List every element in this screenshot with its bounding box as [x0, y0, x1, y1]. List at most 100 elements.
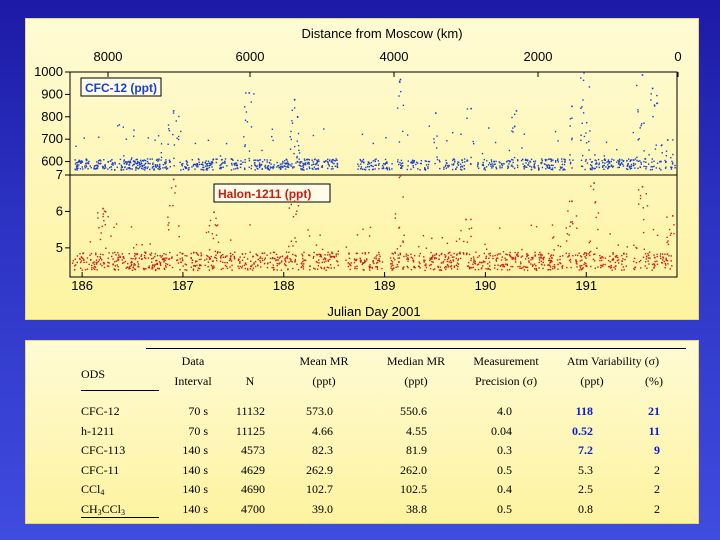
- data-point: [156, 164, 159, 166]
- data-point: [412, 260, 415, 262]
- data-point: [620, 163, 622, 165]
- data-point: [455, 264, 458, 267]
- data-point: [79, 252, 81, 255]
- data-point: [297, 132, 300, 135]
- data-point: [570, 266, 572, 269]
- data-point: [466, 241, 469, 243]
- data-point: [259, 256, 262, 258]
- x-axis-label: Julian Day 2001: [327, 304, 420, 319]
- data-point: [230, 255, 232, 257]
- data-point: [135, 243, 138, 246]
- data-point: [459, 163, 462, 165]
- data-point: [399, 175, 402, 177]
- data-point: [244, 262, 247, 264]
- data-point: [197, 269, 199, 272]
- data-point: [89, 165, 91, 167]
- data-point: [460, 169, 463, 171]
- data-point: [279, 168, 282, 170]
- data-point: [317, 159, 320, 161]
- data-point: [237, 265, 239, 267]
- data-point: [457, 259, 459, 261]
- data-point: [132, 135, 135, 137]
- data-point: [286, 257, 289, 259]
- data-point: [226, 262, 228, 264]
- data-point: [230, 162, 233, 165]
- data-point: [557, 263, 559, 266]
- data-point: [135, 166, 138, 168]
- data-point: [384, 158, 387, 161]
- data-point: [208, 166, 211, 169]
- data-point: [361, 263, 364, 266]
- data-point: [542, 267, 544, 270]
- data-point: [241, 253, 244, 255]
- data-point: [266, 168, 269, 170]
- data-point: [196, 253, 199, 255]
- data-point: [273, 164, 275, 166]
- data-point: [523, 265, 525, 268]
- data-point: [200, 168, 202, 171]
- data-point: [191, 262, 193, 264]
- cell-median: 81.9: [406, 443, 427, 457]
- data-point: [147, 137, 150, 139]
- data-point: [647, 257, 650, 259]
- data-point: [126, 168, 128, 170]
- data-point: [143, 268, 145, 271]
- data-point: [99, 238, 102, 241]
- data-point: [506, 269, 509, 271]
- data-point: [167, 216, 169, 218]
- data-point: [282, 162, 284, 164]
- data-point: [596, 247, 598, 249]
- data-point: [579, 264, 581, 267]
- data-point: [485, 248, 488, 250]
- data-point: [611, 259, 613, 261]
- data-point: [511, 164, 513, 166]
- data-point: [625, 253, 628, 255]
- data-point: [528, 162, 530, 164]
- cell-median: 102.5: [400, 482, 427, 496]
- data-point: [369, 269, 371, 271]
- data-point: [260, 163, 262, 166]
- data-point: [303, 259, 306, 262]
- data-point: [127, 262, 129, 265]
- data-point: [117, 269, 120, 271]
- data-point: [374, 159, 376, 161]
- data-point: [113, 261, 116, 263]
- data-point: [534, 254, 537, 256]
- data-point: [121, 253, 124, 255]
- data-point: [590, 265, 592, 268]
- data-point: [93, 166, 95, 168]
- data-point: [500, 259, 503, 261]
- data-point: [312, 168, 314, 170]
- data-point: [593, 260, 596, 262]
- data-point: [435, 147, 438, 149]
- data-point: [194, 261, 197, 263]
- data-point: [641, 74, 644, 76]
- data-point: [575, 259, 577, 261]
- data-point: [625, 168, 628, 170]
- data-point: [501, 164, 504, 167]
- data-point: [502, 265, 504, 268]
- data-point: [622, 160, 624, 163]
- data-point: [361, 252, 364, 254]
- data-point: [402, 267, 404, 269]
- data-point: [392, 264, 394, 267]
- data-point: [123, 160, 125, 162]
- data-point: [609, 267, 612, 269]
- data-point: [531, 256, 533, 259]
- data-point: [243, 106, 246, 108]
- data-point: [368, 252, 370, 254]
- data-point: [407, 260, 409, 262]
- data-point: [429, 268, 432, 270]
- data-point: [660, 144, 663, 147]
- data-point: [453, 265, 456, 267]
- data-point: [642, 256, 645, 259]
- data-point: [184, 263, 186, 265]
- data-point: [534, 162, 536, 164]
- data-point: [400, 159, 403, 162]
- data-point: [243, 256, 245, 259]
- data-point: [493, 163, 495, 166]
- data-point: [193, 163, 196, 166]
- data-point: [301, 168, 303, 171]
- data-point: [535, 265, 537, 267]
- data-point: [526, 253, 528, 255]
